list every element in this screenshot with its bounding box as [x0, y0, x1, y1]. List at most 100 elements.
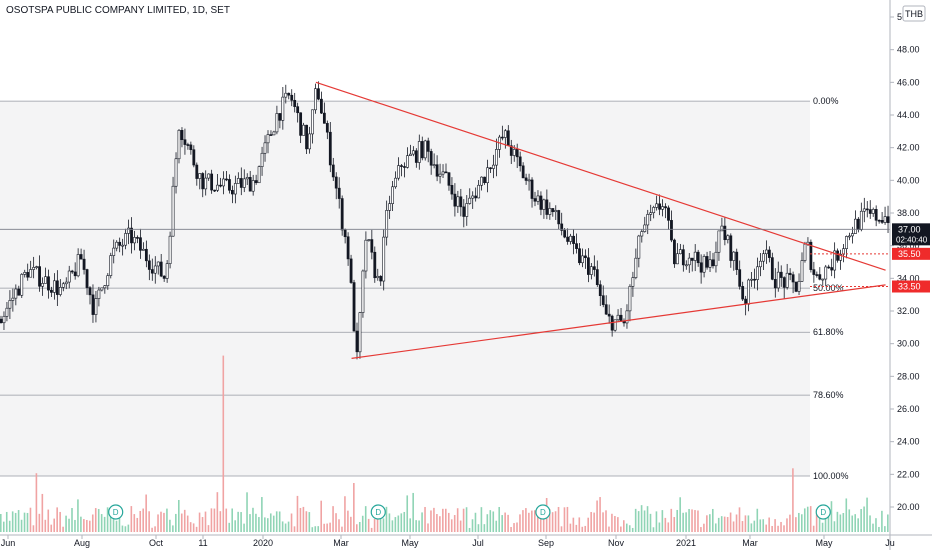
candle-body [693, 251, 697, 261]
candle-body [367, 239, 371, 241]
candle-body [257, 166, 261, 184]
volume-bar [694, 510, 696, 532]
candle-body [661, 206, 664, 210]
event-marker-label-0: D [113, 508, 119, 517]
x-tick-label: 2020 [253, 538, 273, 548]
volume-bar [11, 511, 14, 532]
candle-body [284, 92, 288, 98]
candle-body [139, 237, 142, 251]
x-tick-label: Mar [333, 538, 349, 548]
volume-bar [525, 508, 527, 532]
candle-body [848, 235, 851, 238]
candle-body [388, 203, 392, 211]
volume-bar [302, 506, 305, 532]
volume-bar [20, 519, 23, 532]
volume-bar [287, 521, 290, 532]
volume-bar [664, 517, 667, 532]
candle-body [572, 235, 575, 244]
volume-bar [744, 515, 747, 532]
volume-bar [59, 511, 61, 532]
candle-body [456, 196, 460, 207]
volume-bar [575, 524, 578, 532]
candle-body [136, 237, 139, 239]
y-tick-label: 44.00 [897, 110, 920, 120]
candle-body [584, 255, 587, 259]
candle-body [613, 319, 617, 331]
candle-body [358, 312, 362, 353]
price-axis[interactable]: 20.00 22.00 24.00 26.00 28.00 30.00 32.00 34.00… [890, 12, 920, 512]
candle-body [735, 251, 739, 270]
candle-body [474, 195, 478, 199]
candle-body [563, 230, 567, 238]
volume-bar [8, 520, 11, 532]
volume-bar [623, 520, 625, 532]
volume-bar [602, 512, 604, 532]
volume-bar [142, 508, 144, 532]
candle-body [124, 233, 128, 246]
candle-body [370, 239, 374, 253]
candle-body [32, 267, 36, 270]
candle-body [231, 189, 234, 195]
volume-bar [566, 506, 569, 532]
candle-body [85, 269, 89, 288]
currency-badge[interactable]: THB [902, 5, 926, 22]
volume-bar [489, 510, 492, 532]
volume-bar [857, 518, 859, 532]
candle-body [216, 184, 219, 191]
candle-body [79, 254, 83, 260]
volume-bar [237, 511, 239, 532]
price-label-1: 35.50 [898, 249, 921, 259]
volume-bar [350, 516, 352, 532]
candle-body [779, 271, 783, 278]
candle-body [782, 277, 786, 288]
candle-body [429, 151, 433, 166]
candle-body [702, 256, 706, 273]
candle-body [877, 219, 881, 222]
volume-bar [23, 512, 26, 532]
volume-bar [103, 516, 106, 532]
y-tick-label: 38.00 [897, 208, 920, 218]
candle-body [619, 314, 623, 322]
trend-lines[interactable] [315, 81, 886, 359]
x-tick-label: 2021 [676, 538, 696, 548]
candle-body [438, 173, 442, 177]
volume-bar [436, 514, 438, 532]
volume-bar [290, 513, 293, 532]
candle-body [495, 149, 498, 166]
volume-bar [186, 515, 189, 532]
volume-bar [643, 510, 646, 532]
candle-body [314, 88, 317, 111]
volume-bar [848, 509, 851, 532]
volume-bar [370, 527, 373, 532]
volume-bar [109, 512, 112, 532]
volume-bar [759, 519, 762, 532]
volume-bar [145, 494, 147, 532]
candle-body [210, 173, 214, 191]
volume-bar [572, 517, 575, 532]
candle-body [183, 139, 187, 145]
candle-body [8, 300, 12, 309]
volume-bar [50, 524, 53, 532]
volume-bar [163, 512, 165, 532]
candle-body [880, 220, 884, 223]
x-tick-label: 11 [198, 538, 207, 548]
candle-body [797, 280, 801, 292]
volume-bar [480, 507, 483, 532]
volume-bar [569, 523, 572, 532]
candle-body [853, 218, 857, 234]
volume-bar [462, 508, 465, 532]
volume-bar [510, 527, 512, 532]
volume-bar [246, 492, 248, 532]
time-axis[interactable]: Jun Aug Oct 11 2020 Mar May Jul Sep Nov 2021 Mar May… [1, 535, 895, 548]
candle-body [251, 180, 255, 192]
candle-body [76, 254, 80, 277]
candle-body [589, 266, 593, 275]
volume-bar [151, 527, 153, 532]
price-label-2: 33.50 [898, 282, 921, 292]
candle-body [616, 314, 620, 321]
volume-bar [68, 518, 70, 532]
volume-bar [688, 508, 690, 532]
volume-bar [35, 473, 38, 532]
